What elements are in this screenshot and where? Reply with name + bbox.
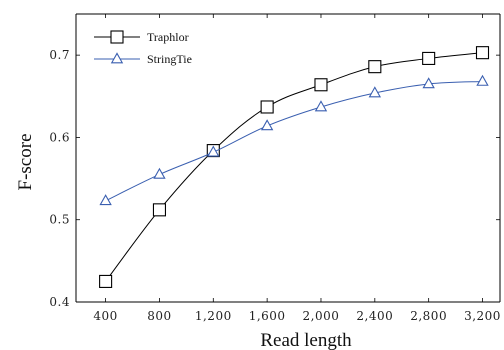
y-tick-label: 0.6 (49, 130, 70, 144)
x-tick-label: 800 (147, 309, 171, 323)
series-stringtie (99, 74, 489, 206)
data-point-stringtie (99, 194, 112, 206)
data-point-stringtie (422, 77, 435, 89)
data-point-stringtie (476, 74, 489, 86)
x-tick-label: 2,000 (303, 309, 340, 323)
data-point-traphlor (260, 100, 274, 114)
data-point-stringtie (260, 119, 274, 131)
legend-label: StringTie (147, 52, 192, 66)
y-axis-title: F-score (15, 134, 36, 191)
data-point-stringtie (207, 145, 220, 157)
x-tick-label: 1,600 (249, 309, 286, 323)
data-point-traphlor (422, 51, 436, 65)
legend-entry-traphlor: Traphlor (94, 30, 189, 44)
data-point-traphlor (314, 78, 328, 92)
x-tick-label: 2,400 (356, 309, 393, 323)
x-tick-label: 2,800 (410, 309, 447, 323)
x-axis-title: Read length (260, 330, 352, 350)
legend-marker (110, 52, 124, 64)
data-point-stringtie (153, 167, 166, 179)
y-tick-label: 0.7 (49, 48, 70, 62)
series-layer (99, 46, 490, 288)
data-point-stringtie (368, 86, 382, 98)
legend-entry-stringtie: StringTie (94, 52, 192, 66)
x-tick-label: 400 (93, 309, 117, 323)
plot-area (75, 13, 501, 303)
data-point-traphlor (475, 46, 490, 60)
data-point-stringtie (314, 100, 328, 112)
y-tick-label: 0.5 (49, 213, 70, 227)
data-point-traphlor (152, 203, 167, 217)
data-point-traphlor (99, 274, 113, 288)
y-tick-label: 0.4 (49, 295, 70, 309)
legend-label: Traphlor (147, 30, 189, 44)
x-tick-label: 1,200 (195, 309, 232, 323)
data-point-traphlor (368, 60, 382, 74)
legend-marker (110, 30, 124, 44)
axis-ticks: 400 800 1,200 1,600 2,000 2,400 2,800 3,200 0.4 0… (49, 14, 501, 323)
series-line-stringtie (105, 80, 483, 202)
legend: Traphlor StringTie (94, 30, 192, 66)
x-tick-label: 3,200 (464, 309, 501, 323)
